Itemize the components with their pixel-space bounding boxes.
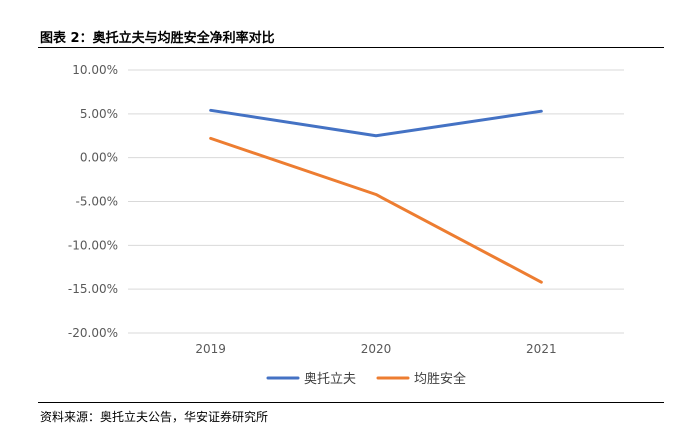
y-tick-label: -5.00% [76,195,118,209]
y-tick-label: 5.00% [80,107,118,121]
y-tick-label: 10.00% [72,63,118,77]
series-line [209,136,543,284]
x-tick-label: 2019 [195,342,226,356]
y-tick-label: -10.00% [68,238,118,252]
y-tick-label: -20.00% [68,326,118,340]
figure-title: 图表 2：奥托立夫与均胜安全净利率对比 [40,31,275,46]
legend-label: 均胜安全 [414,371,466,387]
y-tick-label: 0.00% [80,151,118,165]
top-rule [38,47,664,48]
bottom-rule [38,402,664,403]
y-tick-label: -15.00% [68,282,118,296]
x-tick-label: 2020 [361,342,392,356]
series-line [209,108,543,138]
x-tick-label: 2021 [526,342,557,356]
legend-label: 奥托立夫 [304,372,356,387]
source-note: 资料来源：奥托立夫公告，华安证券研究所 [40,410,269,424]
